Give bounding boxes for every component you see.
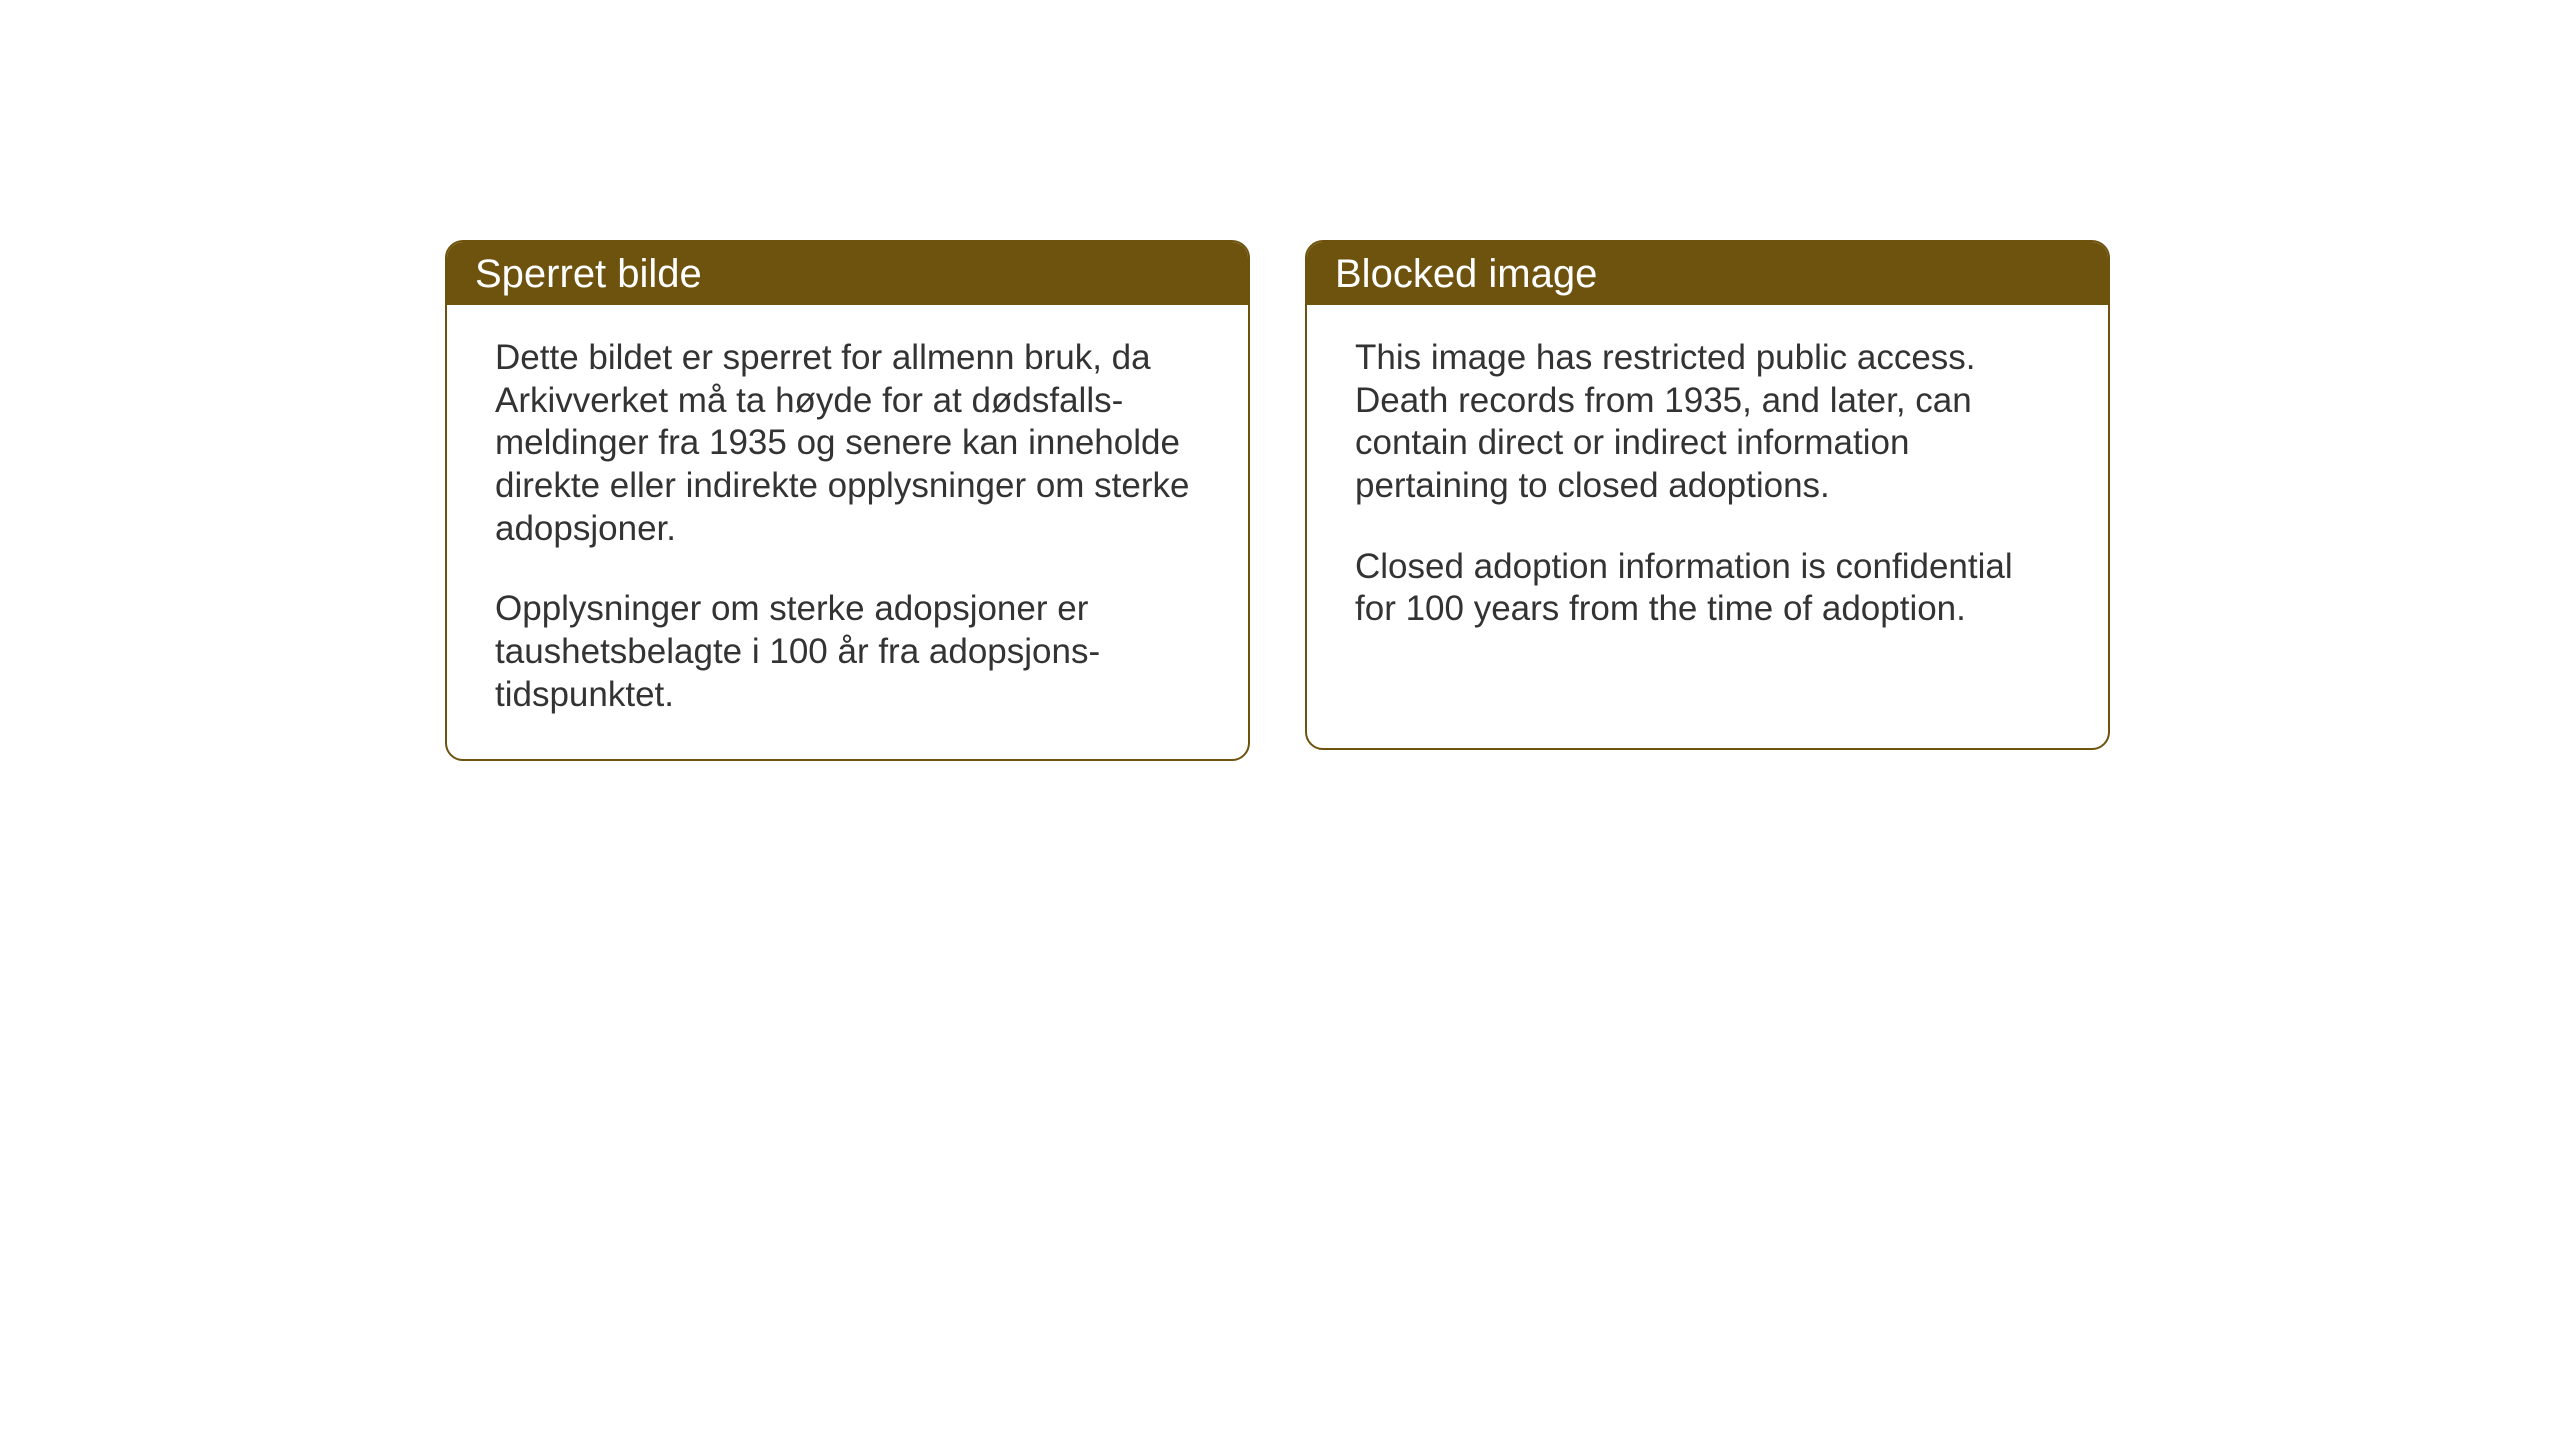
card-english: Blocked image This image has restricted … — [1305, 240, 2110, 750]
card-english-header: Blocked image — [1307, 242, 2108, 305]
card-norwegian-body: Dette bildet er sperret for allmenn bruk… — [447, 305, 1248, 759]
card-norwegian-paragraph-2: Opplysninger om sterke adopsjoner er tau… — [495, 588, 1200, 716]
card-norwegian-title: Sperret bilde — [475, 252, 702, 296]
card-norwegian-header: Sperret bilde — [447, 242, 1248, 305]
card-norwegian: Sperret bilde Dette bildet er sperret fo… — [445, 240, 1250, 761]
card-english-body: This image has restricted public access.… — [1307, 305, 2108, 673]
cards-container: Sperret bilde Dette bildet er sperret fo… — [445, 240, 2110, 761]
card-english-title: Blocked image — [1335, 252, 1597, 296]
card-norwegian-paragraph-1: Dette bildet er sperret for allmenn bruk… — [495, 337, 1200, 550]
card-english-paragraph-1: This image has restricted public access.… — [1355, 337, 2060, 508]
card-english-paragraph-2: Closed adoption information is confident… — [1355, 546, 2060, 631]
